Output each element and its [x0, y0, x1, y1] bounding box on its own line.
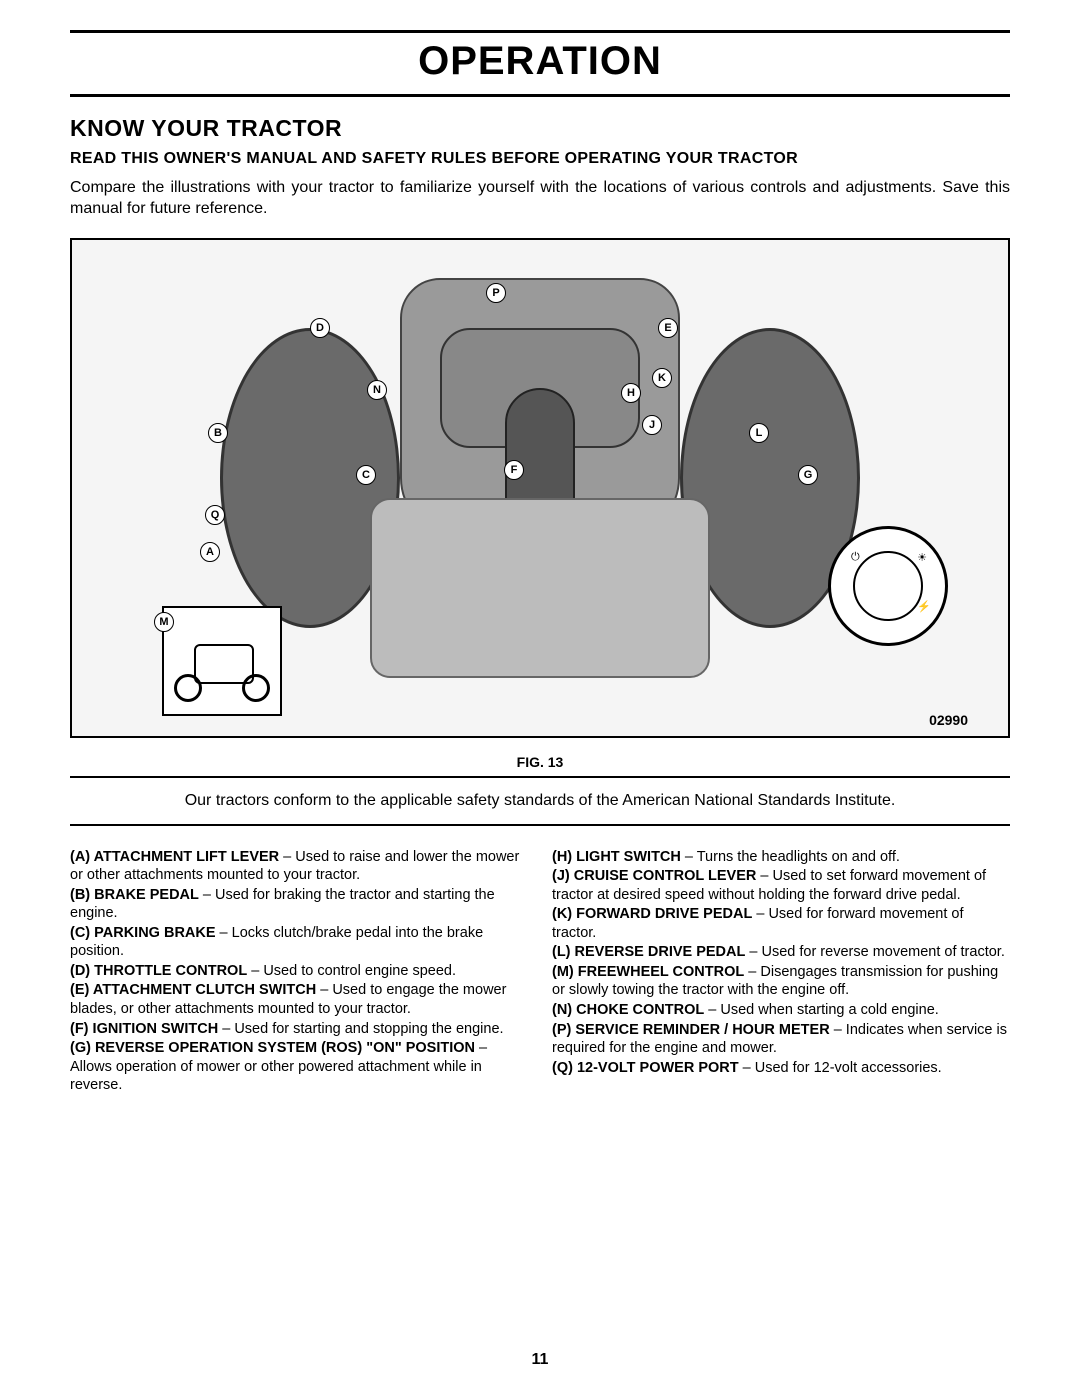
seat-area — [370, 498, 710, 678]
control-label: (B) BRAKE PEDAL — [70, 887, 199, 903]
page-number: 11 — [532, 1351, 549, 1369]
descriptions-right-column: (H) LIGHT SWITCH – Turns the headlights … — [552, 848, 1010, 1096]
section-heading: KNOW YOUR TRACTOR — [70, 115, 1010, 142]
control-description: (P) SERVICE REMINDER / HOUR METER – Indi… — [552, 1021, 1010, 1058]
control-label: (F) IGNITION SWITCH — [70, 1021, 218, 1037]
tractor-figure: ⏻ ☀ ⚡ P D E N HK B J L C F G QA M 02990 — [70, 238, 1010, 738]
inset-wheel — [174, 674, 202, 702]
figure-label-e: E — [658, 318, 678, 338]
figure-label-b: B — [208, 423, 228, 443]
figure-label-f: F — [504, 460, 524, 480]
page-title: OPERATION — [70, 30, 1010, 97]
figure-label-m: M — [154, 612, 174, 632]
descriptions-left-column: (A) ATTACHMENT LIFT LEVER – Used to rais… — [70, 848, 528, 1096]
control-text: – Used to control engine speed. — [247, 963, 456, 979]
figure-label-n: N — [367, 380, 387, 400]
control-description: (G) REVERSE OPERATION SYSTEM (ROS) "ON" … — [70, 1039, 528, 1095]
control-description: (L) REVERSE DRIVE PEDAL – Used for rever… — [552, 943, 1010, 962]
steering-column — [505, 388, 575, 508]
control-description: (C) PARKING BRAKE – Locks clutch/brake p… — [70, 924, 528, 961]
control-label: (H) LIGHT SWITCH — [552, 849, 681, 865]
control-text: – Used when starting a cold engine. — [704, 1002, 939, 1018]
control-text: – Used for starting and stopping the eng… — [218, 1021, 503, 1037]
control-description: (B) BRAKE PEDAL – Used for braking the t… — [70, 886, 528, 923]
part-number: 02990 — [929, 712, 968, 728]
control-label: (G) REVERSE OPERATION SYSTEM (ROS) "ON" … — [70, 1040, 475, 1056]
figure-label-k: K — [652, 368, 672, 388]
figure-label-q: Q — [205, 505, 225, 525]
figure-label-a: A — [200, 542, 220, 562]
figure-label-g: G — [798, 465, 818, 485]
figure-label-p: P — [486, 283, 506, 303]
control-description: (E) ATTACHMENT CLUTCH SWITCH – Used to e… — [70, 981, 528, 1018]
control-description: (A) ATTACHMENT LIFT LEVER – Used to rais… — [70, 848, 528, 885]
control-description: (M) FREEWHEEL CONTROL – Disengages trans… — [552, 963, 1010, 1000]
control-label: (A) ATTACHMENT LIFT LEVER — [70, 849, 279, 865]
control-label: (M) FREEWHEEL CONTROL — [552, 964, 744, 980]
control-description: (Q) 12-VOLT POWER PORT – Used for 12-vol… — [552, 1059, 1010, 1078]
figure-caption: FIG. 13 — [70, 754, 1010, 770]
sub-heading: READ THIS OWNER'S MANUAL AND SAFETY RULE… — [70, 150, 1010, 168]
control-label: (P) SERVICE REMINDER / HOUR METER — [552, 1022, 830, 1038]
figure-label-c: C — [356, 465, 376, 485]
control-text: – Turns the headlights on and off. — [681, 849, 900, 865]
freewheel-inset — [162, 606, 282, 716]
ignition-icon: ☀ — [917, 551, 927, 564]
ignition-icon: ⚡ — [917, 600, 931, 613]
control-label: (N) CHOKE CONTROL — [552, 1002, 704, 1018]
ignition-switch-inset: ⏻ ☀ ⚡ — [828, 526, 948, 646]
ignition-icon: ⏻ — [851, 551, 860, 564]
control-description: (N) CHOKE CONTROL – Used when starting a… — [552, 1001, 1010, 1020]
control-description: (D) THROTTLE CONTROL – Used to control e… — [70, 962, 528, 981]
control-description: (F) IGNITION SWITCH – Used for starting … — [70, 1020, 528, 1039]
control-label: (D) THROTTLE CONTROL — [70, 963, 247, 979]
control-label: (Q) 12-VOLT POWER PORT — [552, 1060, 739, 1076]
ignition-dial — [853, 551, 923, 621]
figure-label-l: L — [749, 423, 769, 443]
control-description: (H) LIGHT SWITCH – Turns the headlights … — [552, 848, 1010, 867]
figure-label-j: J — [642, 415, 662, 435]
figure-label-h: H — [621, 383, 641, 403]
control-description: (J) CRUISE CONTROL LEVER – Used to set f… — [552, 867, 1010, 904]
intro-text: Compare the illustrations with your trac… — [70, 178, 1010, 220]
control-label: (C) PARKING BRAKE — [70, 925, 216, 941]
control-descriptions: (A) ATTACHMENT LIFT LEVER – Used to rais… — [70, 848, 1010, 1096]
control-label: (J) CRUISE CONTROL LEVER — [552, 868, 756, 884]
safety-standards-note: Our tractors conform to the applicable s… — [70, 776, 1010, 826]
control-text: – Used for reverse movement of tractor. — [745, 944, 1005, 960]
control-label: (K) FORWARD DRIVE PEDAL — [552, 906, 752, 922]
control-text: – Used for 12-volt accessories. — [739, 1060, 942, 1076]
figure-label-d: D — [310, 318, 330, 338]
inset-wheel — [242, 674, 270, 702]
control-description: (K) FORWARD DRIVE PEDAL – Used for forwa… — [552, 905, 1010, 942]
control-label: (E) ATTACHMENT CLUTCH SWITCH — [70, 982, 316, 998]
control-label: (L) REVERSE DRIVE PEDAL — [552, 944, 745, 960]
